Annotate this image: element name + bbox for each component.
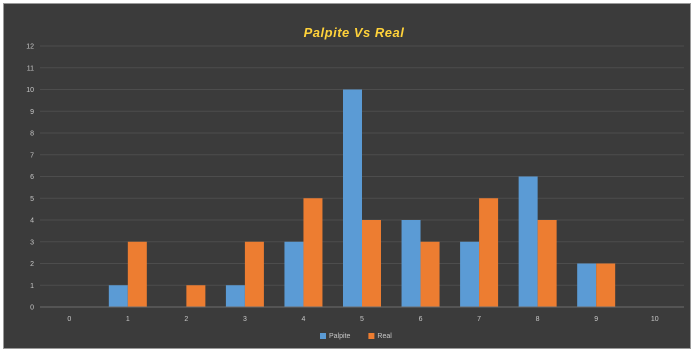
x-tick-label: 0 bbox=[67, 316, 71, 323]
bar-real-9 bbox=[596, 263, 616, 307]
chart-title: Palpite Vs Real bbox=[304, 25, 405, 40]
y-tick-label: 12 bbox=[26, 44, 34, 51]
y-tick-label: 0 bbox=[30, 305, 34, 312]
x-tick-label: 4 bbox=[302, 316, 306, 323]
bar-palpite-8 bbox=[518, 176, 538, 307]
y-tick-label: 8 bbox=[30, 131, 34, 138]
x-tick-label: 3 bbox=[243, 316, 247, 323]
y-tick-label: 6 bbox=[30, 174, 34, 181]
bar-real-3 bbox=[244, 241, 264, 307]
bar-palpite-9 bbox=[577, 263, 597, 307]
bar-palpite-4 bbox=[284, 241, 304, 307]
bar-real-5 bbox=[362, 220, 381, 307]
legend: Palpite Real bbox=[320, 333, 392, 340]
y-tick-label: 2 bbox=[30, 261, 34, 268]
legend-swatch-palpite bbox=[320, 333, 326, 339]
x-tick-label: 10 bbox=[651, 316, 659, 323]
bar-palpite-7 bbox=[460, 241, 480, 307]
x-tick-label: 6 bbox=[419, 316, 423, 323]
y-tick-label: 10 bbox=[26, 87, 34, 94]
bar-real-1 bbox=[127, 241, 147, 307]
x-tick-label: 1 bbox=[126, 316, 130, 323]
bar-palpite-5 bbox=[343, 89, 362, 307]
bar-palpite-6 bbox=[401, 220, 421, 307]
bar-real-2 bbox=[186, 285, 206, 307]
x-tick-label: 8 bbox=[536, 316, 540, 323]
y-tick-label: 11 bbox=[27, 65, 34, 72]
x-tick-label: 9 bbox=[594, 316, 598, 323]
y-tick-label: 3 bbox=[30, 239, 34, 246]
legend-label-palpite: Palpite bbox=[329, 333, 351, 340]
y-tick-label: 9 bbox=[30, 109, 34, 116]
y-tick-label: 5 bbox=[30, 196, 34, 203]
y-tick-label: 1 bbox=[30, 283, 34, 290]
bar-palpite-3 bbox=[225, 285, 245, 307]
bar-real-8 bbox=[537, 220, 557, 307]
bar-real-4 bbox=[303, 198, 323, 307]
legend-label-real: Real bbox=[377, 333, 392, 340]
x-axis-ticks: 0 1 2 3 4 5 6 7 8 9 10 bbox=[67, 316, 658, 323]
x-tick-label: 2 bbox=[184, 316, 188, 323]
x-tick-label: 7 bbox=[477, 316, 481, 323]
bars bbox=[108, 89, 616, 307]
legend-swatch-real bbox=[368, 333, 375, 339]
y-tick-label: 7 bbox=[30, 152, 34, 159]
bar-palpite-1 bbox=[108, 285, 128, 307]
bar-real-6 bbox=[420, 241, 440, 307]
y-tick-label: 4 bbox=[30, 218, 34, 225]
bar-real-7 bbox=[479, 198, 499, 307]
x-tick-label: 5 bbox=[360, 316, 364, 323]
